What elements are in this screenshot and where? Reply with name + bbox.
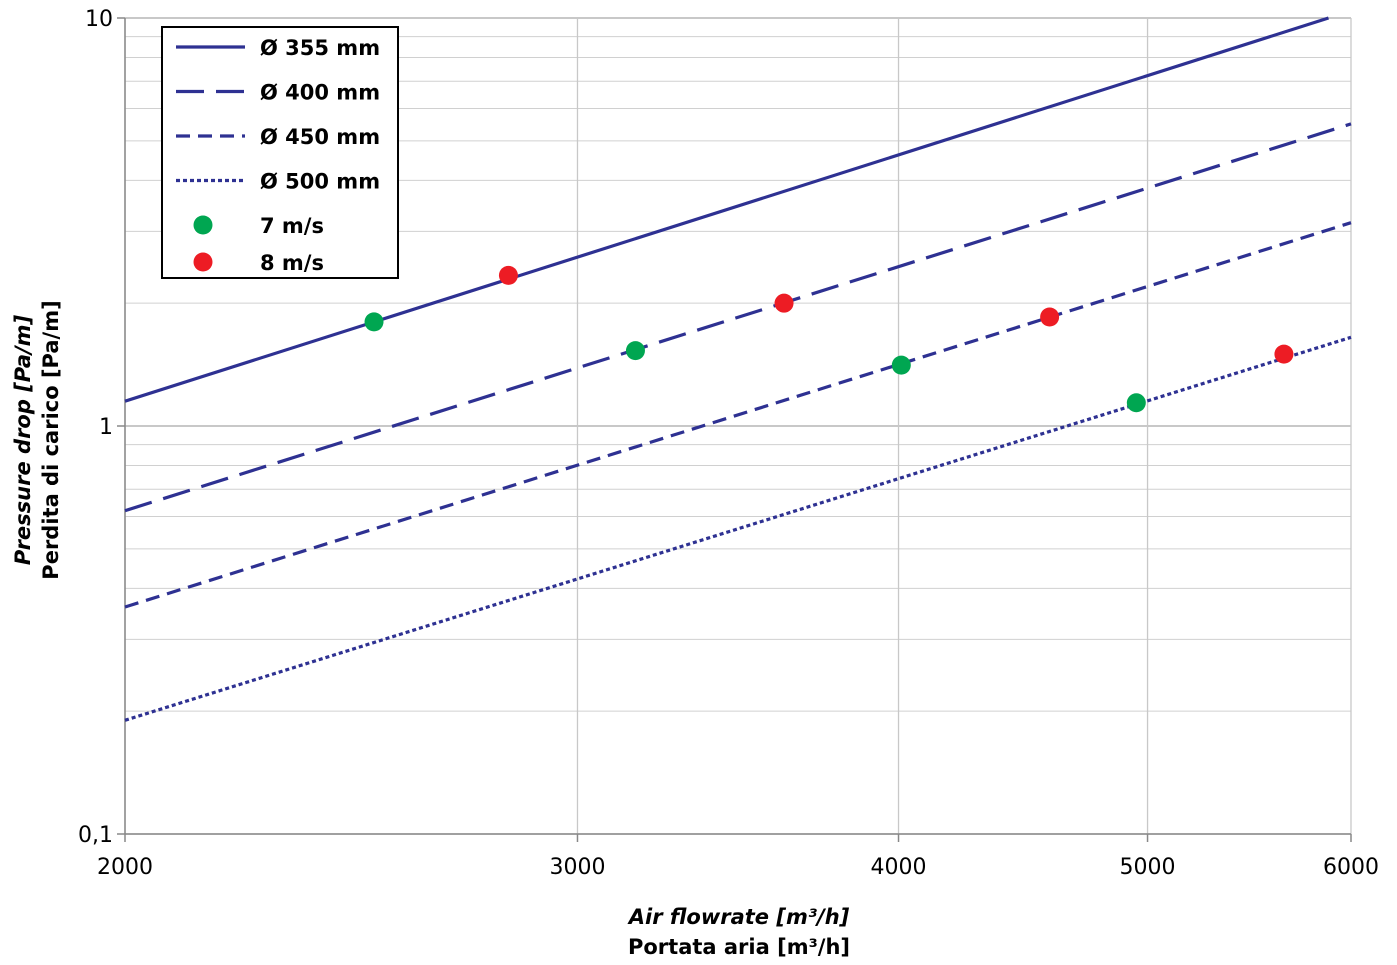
data-points (364, 265, 1294, 413)
legend-label: 8 m/s (260, 251, 324, 275)
legend: Ø 355 mm Ø 400 mm Ø 450 mm Ø 500 mm 7 m/s 8 m… (161, 26, 399, 279)
x-axis-title-it: Portata aria [m³/h] (628, 935, 850, 959)
x-tick-label: 2000 (97, 855, 153, 880)
y-tick-label: 0,1 (78, 823, 113, 848)
y-axis-title: Pressure drop [Pa/m] Perdita di carico [… (11, 300, 63, 579)
data-point (498, 265, 518, 285)
data-point (1126, 393, 1146, 413)
y-axis-title-en: Pressure drop [Pa/m] (11, 314, 35, 565)
legend-box (161, 26, 399, 279)
data-point (1040, 307, 1060, 327)
x-tick-label: 4000 (871, 855, 927, 880)
x-tick-label: 6000 (1323, 855, 1379, 880)
series-line (124, 221, 1352, 609)
series-line (124, 16, 1329, 403)
x-tick-label: 3000 (549, 855, 605, 880)
data-point (625, 341, 645, 361)
tick-labels: 0,1 1 10 2000 3000 4000 5000 6000 (78, 7, 1379, 880)
y-tick-label: 10 (85, 7, 113, 32)
y-tick-label: 1 (99, 415, 113, 440)
legend-label: Ø 500 mm (260, 170, 380, 194)
x-axis-title: Air flowrate [m³/h] Portata aria [m³/h] (627, 905, 850, 959)
series-lines (124, 16, 1352, 722)
data-point (364, 312, 384, 332)
x-tick-label: 5000 (1120, 855, 1176, 880)
x-axis-title-en: Air flowrate [m³/h] (627, 905, 850, 929)
series-line (124, 122, 1352, 513)
legend-label: Ø 450 mm (260, 125, 380, 149)
series-line (124, 335, 1352, 722)
legend-label: Ø 355 mm (260, 36, 380, 60)
legend-marker (193, 252, 213, 272)
legend-label: 7 m/s (260, 214, 324, 238)
data-point (891, 355, 911, 375)
y-axis-title-it: Perdita di carico [Pa/m] (39, 300, 63, 579)
data-point (1274, 344, 1294, 364)
legend-marker (193, 215, 213, 235)
data-point (774, 293, 794, 313)
legend-label: Ø 400 mm (260, 81, 380, 105)
axes (117, 17, 1352, 842)
